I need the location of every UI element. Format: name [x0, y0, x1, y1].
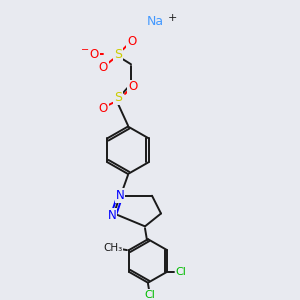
- Text: −: −: [81, 45, 89, 56]
- Text: O: O: [98, 61, 108, 74]
- Text: S: S: [114, 92, 122, 104]
- Text: O: O: [89, 48, 99, 61]
- Text: N: N: [108, 209, 116, 222]
- Text: O: O: [98, 102, 108, 115]
- Text: Na: Na: [146, 15, 164, 28]
- Text: +: +: [167, 13, 177, 23]
- Text: Cl: Cl: [176, 267, 187, 277]
- Text: O: O: [128, 80, 138, 94]
- Text: Cl: Cl: [145, 290, 155, 300]
- Text: S: S: [114, 48, 122, 61]
- Text: N: N: [116, 189, 124, 202]
- Text: O: O: [128, 35, 136, 48]
- Text: CH₃: CH₃: [103, 243, 123, 253]
